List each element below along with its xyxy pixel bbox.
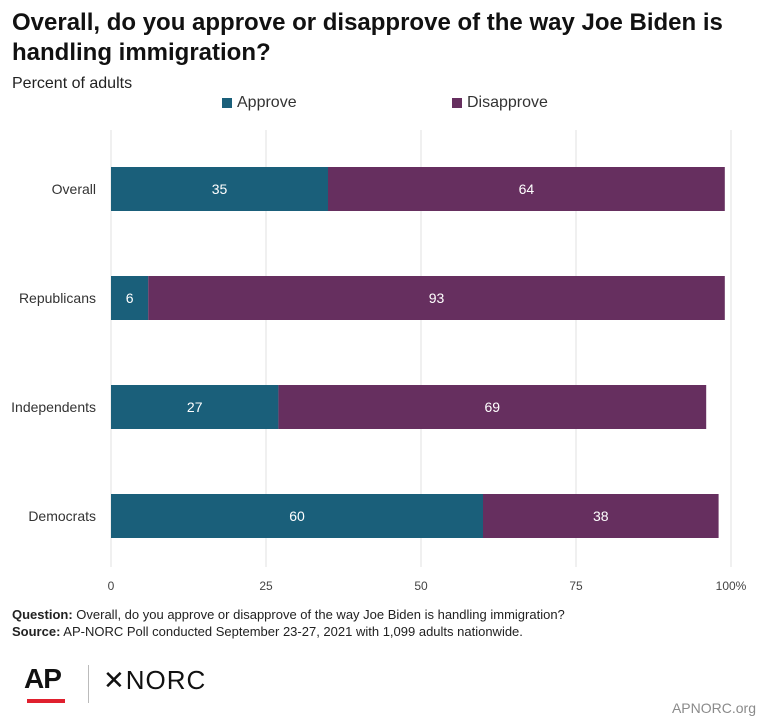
bar-approve xyxy=(111,385,279,429)
bar-disapprove xyxy=(328,167,725,211)
site-url: APNORC.org xyxy=(671,700,756,716)
norc-logo: ✕NORC xyxy=(103,665,207,695)
source-text: AP-NORC Poll conducted September 23-27, … xyxy=(60,624,523,639)
category-label: Democrats xyxy=(28,508,96,524)
footnote-source: Source: AP-NORC Poll conducted September… xyxy=(12,623,565,640)
ap-logo: AP xyxy=(24,663,62,694)
legend-item-disapprove: Disapprove xyxy=(452,94,548,112)
bar-disapprove xyxy=(278,385,707,429)
legend-label-approve: Approve xyxy=(237,94,297,111)
footnote: Question: Overall, do you approve or dis… xyxy=(12,606,565,640)
data-label: 27 xyxy=(187,399,203,415)
data-label: 6 xyxy=(126,290,134,306)
data-label: 38 xyxy=(593,508,609,524)
x-tick-label: 50 xyxy=(414,579,428,593)
category-label: Independents xyxy=(11,399,96,415)
bar-approve xyxy=(111,494,483,538)
category-label: Republicans xyxy=(19,290,96,306)
data-label: 93 xyxy=(429,290,445,306)
data-label: 35 xyxy=(212,181,228,197)
question-text: Overall, do you approve or disapprove of… xyxy=(72,607,565,622)
legend-swatch-approve xyxy=(222,98,232,108)
data-label: 60 xyxy=(289,508,305,524)
legend-item-approve: Approve xyxy=(222,94,297,112)
bar-disapprove xyxy=(483,494,719,538)
stacked-bar-chart: 0 25 50 75 100% Overall 35 64 Republicans 6 93 Inde… xyxy=(11,130,747,593)
x-tick-label: 100% xyxy=(716,579,747,593)
bar-disapprove xyxy=(148,276,725,320)
x-tick-label: 75 xyxy=(569,579,583,593)
legend-swatch-disapprove xyxy=(452,98,462,108)
chart-subtitle: Percent of adults xyxy=(12,75,133,92)
category-label: Overall xyxy=(52,181,96,197)
ap-logo-underline xyxy=(27,699,65,703)
bar-approve xyxy=(111,167,328,211)
x-tick-label: 0 xyxy=(108,579,115,593)
chart-title: Overall, do you approve or disapprove of… xyxy=(12,9,723,66)
x-tick-label: 25 xyxy=(259,579,273,593)
footnote-question: Question: Overall, do you approve or dis… xyxy=(12,606,565,623)
legend-label-disapprove: Disapprove xyxy=(467,94,548,111)
bar-approve xyxy=(111,276,149,320)
question-label: Question: xyxy=(12,607,73,622)
logo-divider xyxy=(88,665,89,703)
legend: Approve Disapprove xyxy=(0,94,768,116)
source-label: Source: xyxy=(12,624,61,639)
data-label: 64 xyxy=(519,181,535,197)
data-label: 69 xyxy=(485,399,501,415)
